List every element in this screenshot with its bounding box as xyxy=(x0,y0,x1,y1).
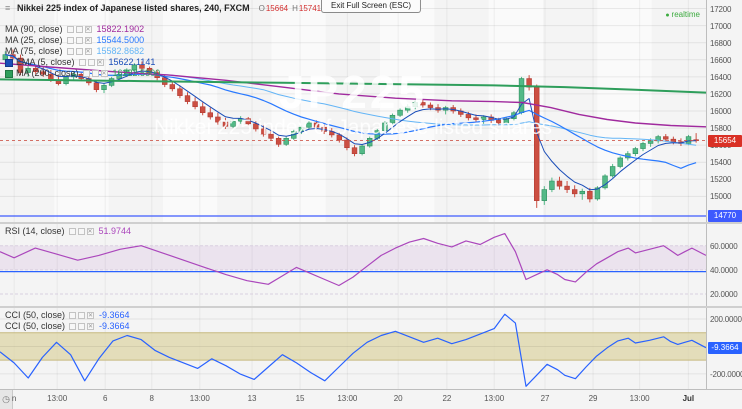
price-badge: 15654 xyxy=(708,134,742,147)
clock-icon[interactable]: ◷ xyxy=(0,390,13,409)
time-label: 27 xyxy=(540,394,550,403)
main-chart-canvas[interactable] xyxy=(0,0,706,222)
time-label: 22 xyxy=(442,394,452,403)
pane-separator[interactable] xyxy=(0,222,742,224)
price-label: 15000 xyxy=(710,192,732,202)
indicator-close-icon[interactable]: ✕ xyxy=(86,228,94,236)
time-label: n xyxy=(11,394,17,403)
rsi-pane[interactable]: RSI (14, close) ✕ 51.9744 xyxy=(0,224,706,306)
realtime-status: ● realtime xyxy=(665,10,700,19)
time-label: 6 xyxy=(102,394,108,403)
indicator-settings-icon[interactable] xyxy=(66,26,74,34)
symbol-title: Nikkei 225 index of Japanese listed shar… xyxy=(17,3,250,13)
indicator-close-icon[interactable]: ✕ xyxy=(100,70,108,78)
indicator-settings-icon[interactable] xyxy=(66,37,74,45)
indicator-close-icon[interactable]: ✕ xyxy=(87,312,95,320)
rsi-legend: RSI (14, close) ✕ 51.9744 xyxy=(5,226,132,236)
pane-separator[interactable] xyxy=(0,306,742,308)
plot-swatch-icon xyxy=(5,69,13,78)
indicator-legend-ema5: EMA (5, close) ✕ 15622.1141 xyxy=(5,57,386,68)
realtime-label: realtime xyxy=(671,10,700,19)
rsi-scale-label: 20.0000 xyxy=(710,289,738,299)
time-label: 13:00 xyxy=(47,394,68,403)
time-axis[interactable]: ◷ n 13:00 6 8 13:00 13 15 13:00 20 22 13:00 27 29 13:… xyxy=(0,389,742,409)
indicator-legend-ma200: MA (200, close) ✕ 16222.5900 xyxy=(5,68,386,79)
price-label: 17200 xyxy=(710,4,732,14)
time-label: 20 xyxy=(393,394,403,403)
indicator-settings-icon[interactable] xyxy=(69,323,77,331)
indicator-close-icon[interactable]: ✕ xyxy=(84,48,92,56)
rsi-scale-label: 40.0000 xyxy=(710,265,738,275)
price-label: 15200 xyxy=(710,175,732,185)
indicator-close-icon[interactable]: ✕ xyxy=(84,37,92,45)
realtime-dot-icon: ● xyxy=(665,12,670,19)
price-badge: -9.3664 xyxy=(708,341,742,354)
price-label: 16600 xyxy=(710,55,732,65)
indicator-hide-icon[interactable] xyxy=(75,48,83,56)
time-label: 13:00 xyxy=(484,394,505,403)
indicator-settings-icon[interactable] xyxy=(69,312,77,320)
cci-pane[interactable]: CCI (50, close) ✕ -9.3664 CCI (50, close) ✕… xyxy=(0,308,706,389)
indicator-close-icon[interactable]: ✕ xyxy=(87,323,95,331)
price-label: 15800 xyxy=(710,124,732,134)
indicator-legend-ma90: MA (90, close) ✕ 15822.1902 xyxy=(5,24,145,34)
price-label: 17000 xyxy=(710,21,732,31)
price-badge: 14770 xyxy=(708,210,742,223)
price-label: 15400 xyxy=(710,158,732,168)
price-label: 16800 xyxy=(710,38,732,48)
cci-legend: CCI (50, close) ✕ -9.3664 CCI (50, close) ✕… xyxy=(5,310,130,331)
indicator-hide-icon[interactable] xyxy=(77,228,85,236)
indicator-legend-ma75: MA (75, close) ✕ 15582.8682 xyxy=(5,46,145,56)
plot-swatch-icon xyxy=(5,58,13,67)
price-label: 16200 xyxy=(710,89,732,99)
exit-fullscreen-button[interactable]: Exit Full Screen (ESC) xyxy=(320,0,422,13)
main-chart-pane[interactable]: JP225 Nikkei 225 index of Japanese liste… xyxy=(0,0,706,222)
indicator-hide-icon[interactable] xyxy=(87,59,95,67)
rsi-scale-label: 60.0000 xyxy=(710,241,738,251)
price-axis[interactable]: 17200 17000 16800 16600 16400 16200 16000 15800… xyxy=(706,0,742,409)
indicator-hide-icon[interactable] xyxy=(75,26,83,34)
chart-legend: ≡ Nikkei 225 index of Japanese listed sha… xyxy=(5,2,386,79)
rsi-canvas[interactable] xyxy=(0,224,706,306)
cci-scale-label: -200.0000 xyxy=(710,369,742,379)
indicator-close-icon[interactable]: ✕ xyxy=(84,26,92,34)
indicator-close-icon[interactable]: ✕ xyxy=(96,59,104,67)
indicator-hide-icon[interactable] xyxy=(75,37,83,45)
indicator-hide-icon[interactable] xyxy=(78,323,86,331)
time-label: 8 xyxy=(149,394,155,403)
time-label: 29 xyxy=(588,394,598,403)
time-label: 13:00 xyxy=(189,394,210,403)
time-label: 15 xyxy=(295,394,305,403)
indicator-settings-icon[interactable] xyxy=(66,48,74,56)
menu-icon[interactable]: ≡ xyxy=(5,3,11,13)
indicator-legend-ma25: MA (25, close) ✕ 15544.5000 xyxy=(5,35,145,45)
time-label: 13:00 xyxy=(629,394,650,403)
time-label: Jul xyxy=(682,394,695,403)
indicator-settings-icon[interactable] xyxy=(82,70,90,78)
cci-scale-label: 200.0000 xyxy=(710,314,742,324)
time-label: 13:00 xyxy=(337,394,358,403)
indicator-settings-icon[interactable] xyxy=(68,228,76,236)
indicator-hide-icon[interactable] xyxy=(91,70,99,78)
price-label: 16000 xyxy=(710,107,732,116)
price-label: 16400 xyxy=(710,72,732,82)
time-label: 13 xyxy=(247,394,257,403)
indicator-settings-icon[interactable] xyxy=(78,59,86,67)
cci-canvas[interactable] xyxy=(0,308,706,389)
indicator-hide-icon[interactable] xyxy=(78,312,86,320)
